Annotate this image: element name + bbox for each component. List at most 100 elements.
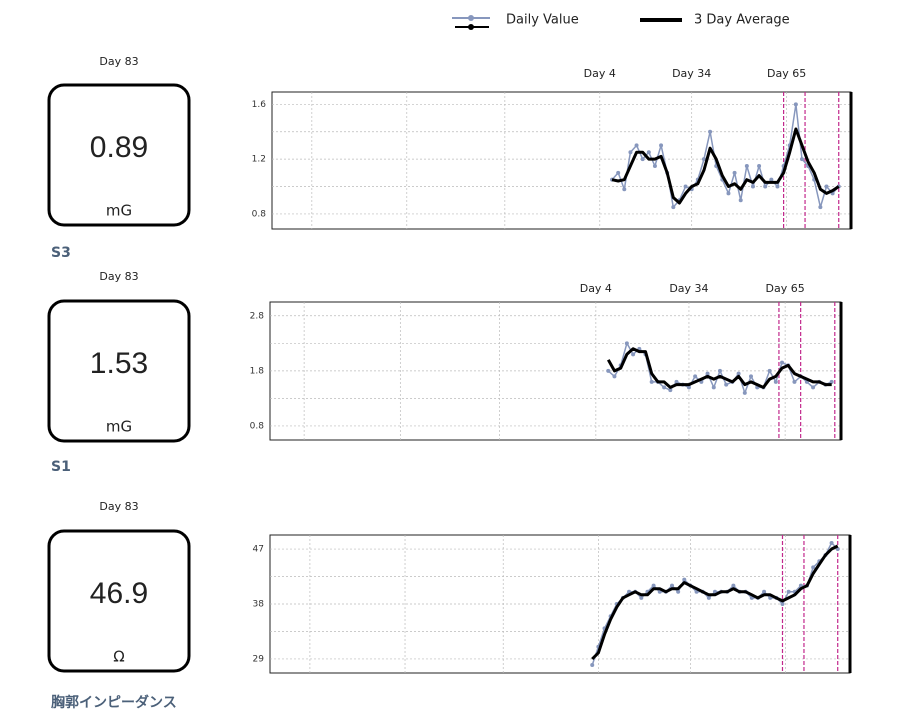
daily-point <box>811 565 816 570</box>
daily-point <box>750 184 755 189</box>
daily-point <box>706 595 711 600</box>
value-box <box>47 83 191 227</box>
daily-point <box>738 198 743 203</box>
y-tick-label: 47 <box>253 545 264 555</box>
legend-daily-dot <box>468 15 474 21</box>
daily-point <box>732 170 737 175</box>
x-tick-label: Day 34 <box>669 282 708 295</box>
daily-point <box>717 368 722 373</box>
plot-area <box>271 91 852 230</box>
daily-point <box>639 595 644 600</box>
y-tick-label: 38 <box>253 600 265 610</box>
daily-point <box>640 157 645 162</box>
section-label: S3 <box>51 245 71 261</box>
daily-point <box>616 170 621 175</box>
daily-point <box>742 390 747 395</box>
daily-point <box>590 663 595 668</box>
unit: mG <box>106 202 132 220</box>
daily-point <box>824 184 829 189</box>
daily-point <box>686 385 691 390</box>
daily-point <box>829 540 834 545</box>
daily-point <box>671 205 676 210</box>
daily-point <box>780 360 785 365</box>
unit: mG <box>106 418 132 436</box>
y-tick-label: 0.8 <box>250 421 265 431</box>
daily-point <box>792 379 797 384</box>
daily-point <box>683 184 688 189</box>
legend-label: 3 Day Average <box>694 13 790 28</box>
daily-point <box>773 379 778 384</box>
daily-point <box>668 388 673 393</box>
y-tick-label: 1.6 <box>252 100 267 110</box>
daily-point <box>624 341 629 346</box>
daily-point <box>606 368 611 373</box>
daily-point <box>634 143 639 148</box>
daily-point <box>731 583 736 588</box>
average-line <box>606 347 832 389</box>
daily-point <box>649 379 654 384</box>
daily-point <box>682 577 687 582</box>
daily-point <box>726 191 731 196</box>
daily-point <box>736 371 741 376</box>
day-label: Day 83 <box>99 500 138 513</box>
x-tick-label: Day 65 <box>766 282 805 295</box>
y-tick-label: 0.8 <box>252 209 267 219</box>
daily-point <box>705 371 710 376</box>
x-tick-label: Day 4 <box>580 282 612 295</box>
value: 46.9 <box>90 577 148 610</box>
daily-point <box>780 602 785 606</box>
x-tick-label: Day 65 <box>767 67 806 80</box>
daily-point <box>744 163 749 168</box>
daily-point <box>749 374 754 379</box>
value-box <box>47 299 191 443</box>
daily-point <box>646 150 651 155</box>
daily-point <box>652 163 657 168</box>
daily-point <box>786 589 791 594</box>
daily-line <box>611 103 840 208</box>
section-label: 胸郭インピーダンス <box>51 694 177 711</box>
daily-point <box>659 143 664 148</box>
daily-point <box>769 177 774 182</box>
y-tick-label: 2.8 <box>250 311 265 321</box>
daily-point <box>612 374 617 379</box>
daily-point <box>757 163 762 168</box>
legend: Daily Value 3 Day Average <box>452 13 790 30</box>
daily-point <box>724 382 729 387</box>
y-tick-label: 29 <box>253 654 265 664</box>
unit: Ω <box>113 648 124 666</box>
x-tick-label: Day 34 <box>672 67 711 80</box>
section-label: S1 <box>51 459 71 475</box>
y-tick-label: 1.2 <box>252 155 266 165</box>
daily-point <box>628 150 633 155</box>
daily-point <box>793 102 798 107</box>
daily-point <box>811 385 816 390</box>
value: 0.89 <box>90 131 148 164</box>
value-box <box>47 529 191 673</box>
daily-point <box>818 205 823 210</box>
daily-point <box>767 368 772 373</box>
value: 1.53 <box>90 347 148 380</box>
daily-point <box>775 184 780 189</box>
daily-point <box>693 374 698 379</box>
daily-point <box>670 583 675 588</box>
x-tick-label: Day 4 <box>584 67 616 80</box>
daily-point <box>763 184 768 189</box>
daily-point <box>799 157 804 162</box>
legend-label: Daily Value <box>506 13 579 28</box>
average-line <box>611 127 840 205</box>
average-line <box>591 544 839 661</box>
day-label: Day 83 <box>99 270 138 283</box>
daily-point <box>701 157 706 162</box>
daily-point <box>711 385 716 390</box>
daily-point <box>829 379 834 384</box>
legend-daily-dot2 <box>468 24 474 30</box>
daily-point <box>762 589 767 594</box>
daily-point <box>622 187 627 192</box>
y-tick-label: 1.8 <box>250 366 265 376</box>
daily-point <box>662 385 667 390</box>
daily-point <box>708 129 713 134</box>
daily-point <box>676 589 681 594</box>
daily-point <box>674 379 679 384</box>
daily-point <box>651 583 656 588</box>
